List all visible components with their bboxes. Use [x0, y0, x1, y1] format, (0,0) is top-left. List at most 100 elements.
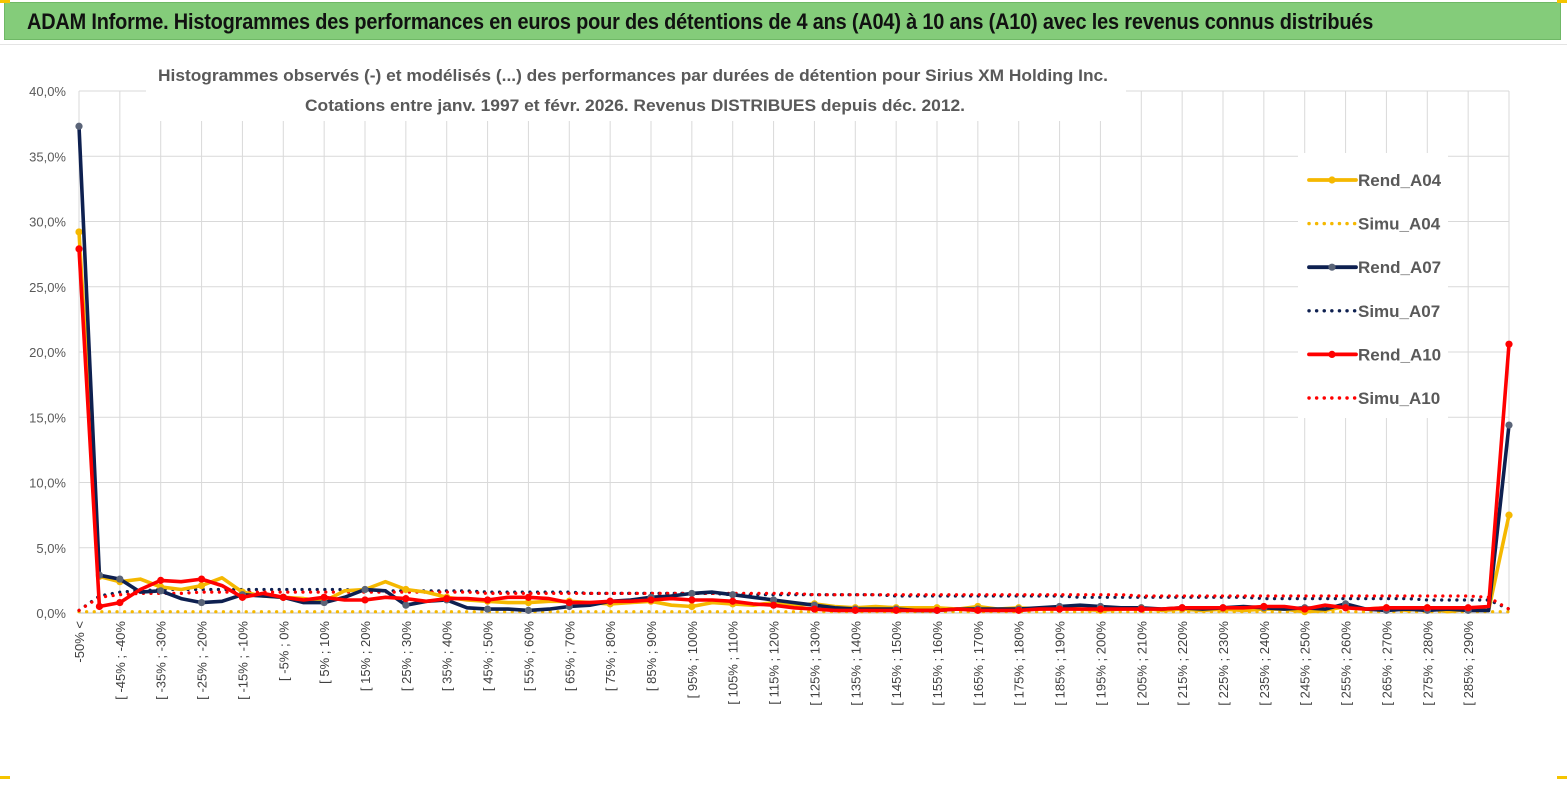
data-point [483, 605, 492, 613]
data-point [1260, 602, 1268, 611]
data-point [1015, 606, 1023, 614]
data-point [769, 601, 778, 609]
data-point [279, 593, 287, 601]
x-tick-label: [ 285% ; 290% [1461, 621, 1476, 706]
data-point [688, 596, 696, 604]
legend-label: Rend_A07 [1358, 258, 1441, 277]
data-point [1219, 604, 1227, 612]
legend-label: Simu_A10 [1358, 389, 1440, 408]
legend: Rend_A04 Simu_A04 Rend_A07 Simu_A07 Rend_A10… [1298, 153, 1448, 418]
x-tick-label: [ 215% ; 220% [1175, 621, 1190, 706]
data-point [320, 598, 328, 607]
data-point [1341, 604, 1350, 612]
data-point [1464, 604, 1472, 612]
data-point [238, 593, 247, 601]
data-point [974, 606, 982, 614]
data-point [1505, 511, 1513, 519]
x-tick-label: [ 25% ; 30% [399, 621, 414, 692]
x-tick-label: [ 65% ; 70% [562, 621, 577, 692]
data-point [197, 598, 206, 607]
y-tick-label: 30,0% [29, 215, 66, 230]
x-tick-label: [ 275% ; 280% [1420, 621, 1435, 706]
y-tick-label: 5,0% [36, 541, 66, 556]
x-tick-label: [ 85% ; 90% [644, 621, 659, 692]
data-point [565, 598, 573, 607]
y-tick-label: 15,0% [29, 410, 66, 425]
x-tick-label: [ 265% ; 270% [1379, 621, 1394, 706]
data-point [892, 606, 900, 614]
x-tick-label: [ 135% ; 140% [848, 621, 863, 706]
series-line-rend-a10 [77, 247, 1511, 613]
data-point [606, 597, 614, 605]
data-point [402, 601, 410, 609]
corner-mark [1557, 776, 1567, 779]
data-point [769, 596, 778, 604]
data-point [95, 602, 104, 611]
data-point [524, 593, 533, 601]
series-line-simu-a07 [77, 587, 1511, 613]
x-tick-label: [ 45% ; 50% [481, 621, 496, 692]
chart-frame: 0,0% 5,0% 10,0% 15,0% 20,0% 25,0% 30,0% 35,0% 40… [0, 44, 1567, 791]
data-point [402, 595, 410, 603]
data-point [1423, 604, 1431, 612]
data-point [75, 122, 83, 130]
data-point [75, 245, 83, 253]
data-point [688, 589, 696, 598]
data-point [75, 228, 83, 236]
x-tick-label: [ 255% ; 260% [1339, 621, 1354, 706]
chart-title: Histogrammes observés (-) et modélisés (… [158, 66, 1108, 85]
series-line-simu-a10 [77, 590, 1511, 613]
data-point [157, 576, 165, 584]
data-point [402, 585, 410, 594]
legend-marker [1328, 263, 1336, 271]
legend-marker [1328, 176, 1336, 184]
y-tick-label: 20,0% [29, 345, 66, 360]
x-tick-label: [ 145% ; 150% [889, 621, 904, 706]
data-point [157, 587, 165, 595]
data-point [1178, 604, 1186, 612]
x-tick-label: [ -35% ; -30% [154, 621, 169, 700]
x-tick-label: [ -15% ; -10% [235, 621, 250, 700]
x-tick-label: [ 165% ; 170% [971, 621, 986, 706]
corner-mark [1557, 0, 1567, 3]
x-tick-label: [ -5% ; 0% [276, 621, 291, 681]
page-title: ADAM Informe. Histogrammes des performan… [27, 9, 1374, 34]
x-tick-label: [ 225% ; 230% [1216, 621, 1231, 706]
legend-marker [1328, 350, 1336, 358]
y-tick-label: 25,0% [29, 280, 66, 295]
x-tick-label: [ 175% ; 180% [1012, 621, 1027, 706]
x-tick-label: [ 95% ; 100% [685, 621, 700, 699]
x-tick-label: [ 55% ; 60% [521, 621, 536, 692]
title-layer: Histogrammes observés (-) et modélisés (… [146, 57, 1126, 121]
data-point [1505, 340, 1513, 348]
header-bar: ADAM Informe. Histogrammes des performan… [4, 2, 1561, 40]
y-tick-label: 10,0% [29, 476, 66, 491]
legend-label: Rend_A10 [1358, 345, 1441, 364]
x-tick-label: [ 75% ; 80% [603, 621, 618, 692]
y-tick-label: 0,0% [36, 606, 66, 621]
x-tick-label: [ 205% ; 210% [1134, 621, 1149, 706]
data-point [851, 606, 859, 614]
data-point [810, 605, 819, 613]
data-point [197, 581, 206, 590]
data-point [688, 602, 696, 611]
x-tick-label: -50% < [72, 621, 87, 663]
x-tick-label: [ 105% ; 110% [726, 621, 741, 705]
data-point [524, 598, 533, 607]
axis-layer: 0,0% 5,0% 10,0% 15,0% 20,0% 25,0% 30,0% 35,0% 40… [29, 84, 1509, 706]
data-point [933, 606, 941, 614]
x-tick-label: [ 115% ; 120% [767, 621, 782, 705]
data-point [1301, 605, 1309, 613]
data-point [1096, 605, 1105, 613]
series-line-rend-a04 [77, 230, 1511, 614]
x-tick-label: [ 125% ; 130% [807, 621, 822, 706]
data-point [1505, 421, 1513, 429]
x-tick-label: [ 5% ; 10% [317, 621, 332, 684]
data-point [443, 595, 451, 603]
corner-mark [0, 776, 10, 779]
chart-subtitle: Cotations entre janv. 1997 et févr. 2026… [305, 96, 965, 115]
data-point [1382, 604, 1391, 612]
data-point [361, 596, 369, 604]
data-point [524, 606, 533, 614]
data-point [483, 596, 492, 604]
